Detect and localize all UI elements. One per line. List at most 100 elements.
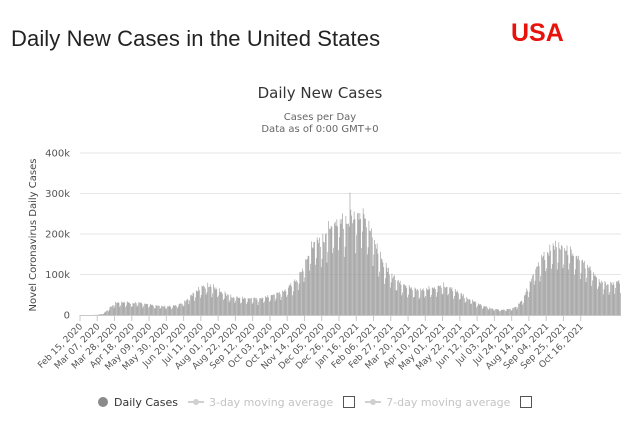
bar bbox=[472, 299, 473, 315]
bar bbox=[181, 304, 183, 315]
bar bbox=[607, 284, 608, 315]
bar bbox=[550, 250, 551, 315]
bar bbox=[566, 245, 568, 315]
bar bbox=[324, 242, 325, 315]
bar bbox=[447, 295, 449, 315]
bar bbox=[522, 304, 523, 315]
bar bbox=[238, 297, 240, 315]
bar bbox=[495, 309, 496, 315]
bar bbox=[455, 291, 457, 315]
bar bbox=[228, 302, 230, 315]
bar bbox=[532, 275, 533, 315]
bar bbox=[354, 219, 356, 315]
legend-3-day-average-checkbox[interactable] bbox=[343, 396, 356, 408]
bar bbox=[316, 237, 318, 315]
bar bbox=[291, 286, 292, 315]
bar bbox=[448, 293, 449, 315]
bar bbox=[613, 284, 615, 315]
bar bbox=[118, 302, 120, 315]
bar bbox=[589, 266, 591, 315]
bar bbox=[241, 302, 242, 315]
y-axis-title: Novel Coronavirus Daily Cases bbox=[28, 159, 39, 312]
bar bbox=[99, 314, 101, 315]
legend-7-day-average-checkbox[interactable] bbox=[520, 396, 533, 408]
bar bbox=[562, 267, 564, 315]
bar bbox=[129, 302, 130, 315]
bar bbox=[474, 301, 476, 315]
bar bbox=[184, 300, 186, 315]
bar bbox=[493, 310, 495, 315]
bar bbox=[136, 306, 138, 315]
bar bbox=[150, 304, 152, 315]
bar bbox=[219, 291, 221, 315]
bar bbox=[407, 297, 408, 315]
bar bbox=[274, 300, 276, 315]
bar bbox=[597, 286, 599, 315]
bar bbox=[591, 285, 593, 315]
bar bbox=[349, 192, 351, 315]
bar bbox=[215, 287, 217, 315]
bar bbox=[195, 297, 196, 315]
bar bbox=[440, 287, 442, 315]
bar bbox=[577, 259, 579, 315]
bar bbox=[473, 301, 475, 315]
bar bbox=[602, 282, 603, 315]
bar bbox=[376, 243, 378, 315]
bar bbox=[366, 227, 367, 315]
bar bbox=[555, 240, 556, 315]
bar bbox=[134, 303, 135, 315]
bar bbox=[413, 296, 415, 315]
bar bbox=[130, 304, 131, 315]
legend-daily-cases[interactable]: Daily Cases bbox=[98, 396, 178, 409]
bar bbox=[432, 287, 434, 315]
bar bbox=[206, 292, 208, 315]
bar bbox=[419, 297, 421, 315]
bar bbox=[416, 290, 417, 315]
bar bbox=[177, 308, 178, 315]
bar bbox=[596, 277, 597, 315]
bar bbox=[388, 267, 389, 315]
legend-daily-cases-label: Daily Cases bbox=[114, 395, 178, 409]
bar bbox=[604, 281, 606, 315]
bar bbox=[382, 262, 384, 315]
bar bbox=[314, 241, 315, 315]
bar bbox=[542, 255, 544, 315]
bar bbox=[359, 213, 361, 315]
bar bbox=[352, 223, 353, 315]
bar bbox=[298, 283, 300, 315]
bar bbox=[365, 218, 366, 315]
bar bbox=[200, 294, 202, 315]
bar bbox=[300, 272, 301, 315]
bar bbox=[567, 255, 569, 315]
bar bbox=[541, 254, 542, 315]
bar bbox=[237, 298, 239, 315]
bar bbox=[356, 235, 357, 315]
bar bbox=[408, 294, 409, 315]
bar bbox=[209, 286, 210, 315]
bar bbox=[439, 286, 440, 315]
bar bbox=[423, 290, 425, 315]
bar bbox=[512, 307, 514, 315]
bar bbox=[559, 248, 560, 315]
bar bbox=[546, 268, 547, 315]
bar bbox=[401, 295, 403, 315]
bar bbox=[112, 305, 113, 315]
bar bbox=[232, 297, 233, 315]
bar bbox=[159, 308, 161, 315]
bar bbox=[438, 285, 440, 315]
bar bbox=[551, 268, 552, 315]
bar bbox=[154, 308, 156, 315]
bar bbox=[248, 298, 250, 315]
bar bbox=[487, 309, 489, 315]
bar bbox=[434, 287, 435, 315]
bar bbox=[269, 301, 270, 315]
bar bbox=[260, 298, 261, 315]
legend-7-day-average[interactable]: 7-day moving average bbox=[365, 396, 533, 409]
bar bbox=[467, 298, 468, 315]
bar bbox=[347, 224, 348, 315]
bar bbox=[312, 248, 314, 315]
legend-3-day-average[interactable]: 3-day moving average bbox=[187, 396, 356, 409]
bar bbox=[236, 296, 237, 315]
bar bbox=[223, 298, 225, 315]
bar bbox=[305, 259, 306, 315]
